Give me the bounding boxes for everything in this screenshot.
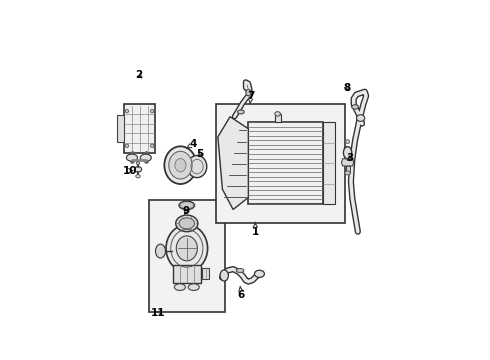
Ellipse shape xyxy=(220,270,228,281)
Ellipse shape xyxy=(136,162,140,165)
Ellipse shape xyxy=(136,175,140,178)
Text: 5: 5 xyxy=(196,149,203,159)
Ellipse shape xyxy=(150,109,154,113)
Ellipse shape xyxy=(150,144,154,148)
Bar xyxy=(148,200,225,312)
Ellipse shape xyxy=(188,284,199,291)
Text: 7: 7 xyxy=(247,91,255,104)
Ellipse shape xyxy=(236,269,244,273)
Ellipse shape xyxy=(176,215,198,232)
Ellipse shape xyxy=(176,236,197,261)
Text: 3: 3 xyxy=(346,153,353,163)
Ellipse shape xyxy=(125,109,128,113)
Ellipse shape xyxy=(179,218,195,229)
Ellipse shape xyxy=(246,89,251,96)
Ellipse shape xyxy=(356,115,365,121)
Ellipse shape xyxy=(187,156,207,177)
Bar xyxy=(345,166,349,173)
Ellipse shape xyxy=(275,112,280,116)
Bar xyxy=(202,268,209,279)
Bar xyxy=(173,265,201,283)
Polygon shape xyxy=(218,117,248,210)
Ellipse shape xyxy=(254,270,265,278)
Text: 4: 4 xyxy=(186,139,196,149)
Bar xyxy=(274,114,281,122)
Bar xyxy=(323,122,335,204)
Text: 2: 2 xyxy=(135,70,143,80)
Text: 10: 10 xyxy=(122,166,137,176)
Ellipse shape xyxy=(179,201,195,210)
Polygon shape xyxy=(117,115,123,141)
Text: 1: 1 xyxy=(252,222,259,237)
Text: 9: 9 xyxy=(182,206,190,216)
Bar xyxy=(217,104,345,223)
Ellipse shape xyxy=(352,105,358,109)
Ellipse shape xyxy=(175,158,186,172)
Ellipse shape xyxy=(134,167,142,172)
Ellipse shape xyxy=(345,171,350,175)
Text: 11: 11 xyxy=(151,309,166,319)
Text: 8: 8 xyxy=(343,82,350,93)
Ellipse shape xyxy=(174,284,185,291)
Bar xyxy=(123,104,155,153)
Ellipse shape xyxy=(155,244,166,258)
Ellipse shape xyxy=(169,151,192,179)
Ellipse shape xyxy=(140,154,151,161)
Bar xyxy=(248,122,323,204)
Ellipse shape xyxy=(166,225,208,272)
Ellipse shape xyxy=(164,146,196,184)
Polygon shape xyxy=(342,159,354,166)
Ellipse shape xyxy=(345,140,349,144)
Ellipse shape xyxy=(126,154,138,161)
Text: 6: 6 xyxy=(238,286,245,301)
Ellipse shape xyxy=(125,144,128,148)
Ellipse shape xyxy=(238,110,244,114)
Ellipse shape xyxy=(343,147,352,159)
